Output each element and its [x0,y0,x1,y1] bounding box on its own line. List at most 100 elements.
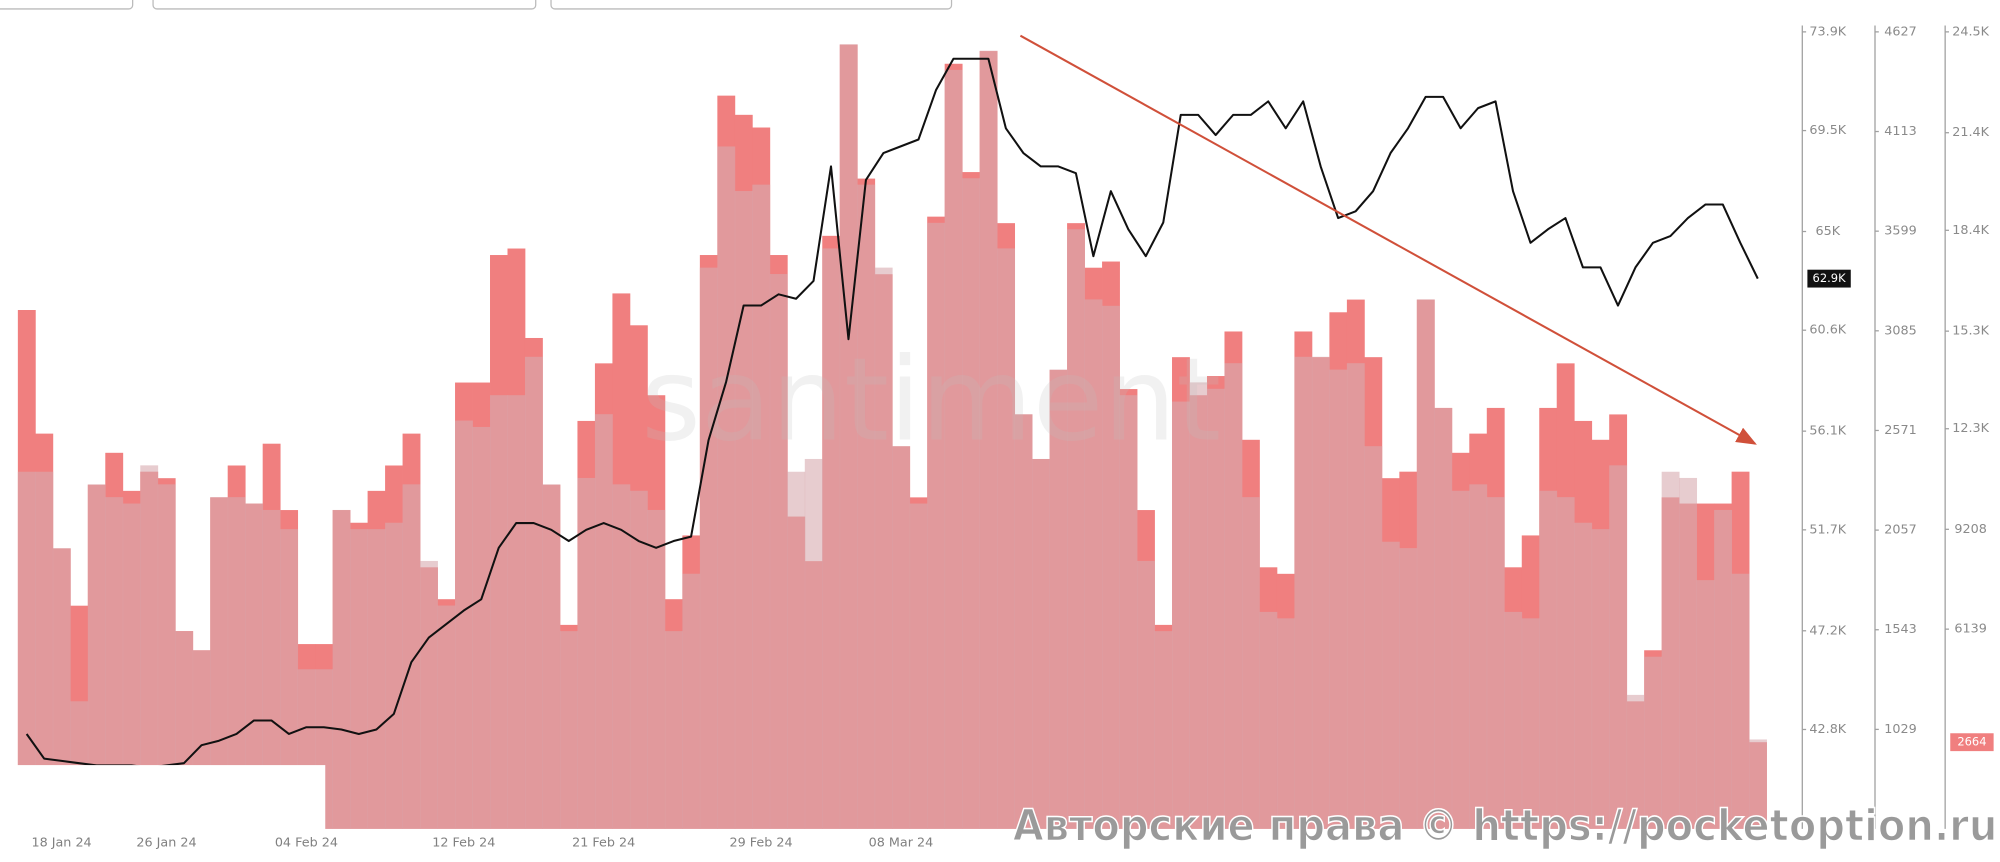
step-bar [1102,305,1120,829]
y-tick-label: 4627 [1884,24,1916,39]
x-tick-label: 08 Mar 24 [869,835,934,850]
step-bar [490,395,508,829]
step-bar [210,497,229,829]
toolbar-box[interactable] [550,0,953,10]
y-tick-label: 4113 [1884,124,1916,139]
axes-layer: 18 Jan 24 26 Jan 24 04 Feb 24 12 Feb 24 21 F… [31,24,1994,850]
step-bar [787,471,806,829]
toolbar-box[interactable] [152,0,537,10]
step-bar [35,471,54,829]
step-bar [1434,407,1453,829]
step-bar [1626,694,1645,829]
step-bar [1311,356,1330,829]
last-value-label: 62.9K [1813,271,1847,285]
watermark: santiment [641,333,1221,467]
step-bar [559,631,578,829]
step-bar [1259,611,1278,829]
y-tick-label: 47.2K [1809,623,1846,638]
y-tick-label: 56.1K [1809,424,1846,439]
step-bar [140,465,159,829]
step-bar [1661,471,1680,829]
step-bar [1137,560,1155,829]
step-bar [87,484,106,829]
step-bar [1224,363,1243,829]
step-bar [647,509,666,829]
toolbar [0,0,953,10]
step-bar [1416,299,1435,829]
step-bar [1119,395,1138,829]
y-tick-label: 69.5K [1809,123,1846,138]
y-tick-label: 2057 [1884,523,1916,538]
y-tick-label: 6139 [1954,622,1986,637]
step-bar [839,44,858,829]
step-bar [927,222,946,829]
step-bar [1504,611,1523,829]
step-bar [857,184,876,829]
step-bar [1749,739,1767,829]
step-bar [717,146,736,829]
step-bar [734,191,753,829]
step-bar [1014,414,1033,829]
trend-arrow [1019,34,1757,445]
y-tick-label: 51.7K [1809,522,1846,537]
x-tick-label: 18 Jan 24 [31,835,91,850]
step-bar [1644,656,1663,829]
step-bar [1032,458,1050,829]
y-tick-label: 15.3K [1952,324,1989,339]
y-tick-label: 42.8K [1809,722,1846,737]
step-bar [1189,382,1208,829]
step-bar [1084,299,1103,829]
step-bar [1364,446,1383,829]
step-bar [1172,401,1190,829]
step-bar [472,426,491,829]
step-bar [664,631,683,829]
step-bar [262,509,281,829]
step-bar [909,503,928,829]
step-bar [1591,529,1610,829]
step-bar [752,184,771,829]
step-bar [1469,484,1488,829]
step-bar [1276,618,1295,829]
toolbar-box[interactable] [0,0,134,10]
step-bar [1451,490,1470,829]
step-bar [227,497,246,829]
step-bar [1731,573,1750,829]
step-bar [804,458,823,829]
y-tick-label: 18.4K [1952,223,1989,238]
step-bar [280,529,299,829]
step-bar [122,503,141,829]
y-tick-label: 9208 [1954,522,1986,537]
step-bar [874,267,893,829]
step-bar [577,477,596,829]
step-bar [1241,497,1260,829]
step-bar [892,446,911,829]
step-bar [1049,369,1068,829]
step-bar [699,267,718,829]
y-tick-label: 1543 [1884,622,1916,637]
step-bar [385,522,403,829]
step-bar [1696,580,1715,829]
step-bar [682,573,701,829]
step-bar [542,484,561,829]
x-tick-label: 21 Feb 24 [572,835,635,850]
step-bar [402,484,421,829]
step-bar [1574,522,1593,829]
line-layer [25,57,1759,769]
y-tick-label: 3599 [1884,224,1916,239]
step-bar [1381,541,1400,829]
last-value-label: 2664 [1957,735,1986,749]
step-bar [1329,369,1348,829]
step-bar [997,248,1016,829]
y-tick-label: 3085 [1884,323,1916,338]
y-tick-label: 2571 [1884,423,1916,438]
bars-layer [17,44,1767,829]
x-tick-label: 26 Jan 24 [136,835,196,850]
step-bar [979,50,998,829]
step-bar [822,248,841,829]
step-bar [1067,229,1085,829]
step-bar [944,69,963,829]
step-bar [524,356,543,829]
step-bar [455,420,473,829]
last-value-box [1950,733,1994,752]
